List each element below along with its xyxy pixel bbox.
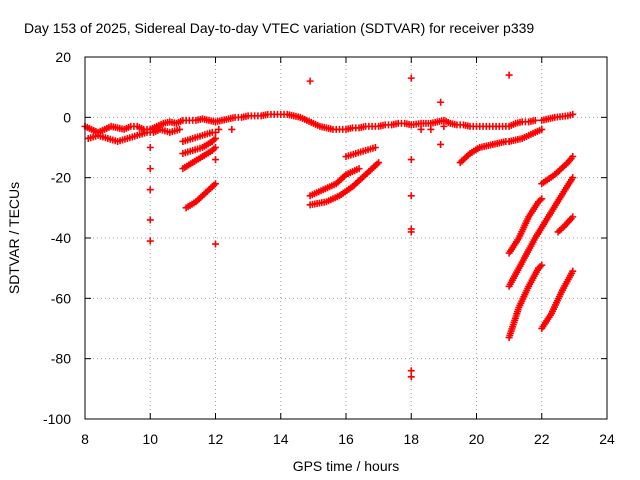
data-point — [505, 71, 513, 79]
data-point — [569, 213, 577, 221]
data-point — [215, 125, 223, 133]
data-point — [355, 165, 363, 173]
data-point — [212, 156, 219, 164]
data-point — [538, 261, 546, 269]
chart-title: Day 153 of 2025, Sidereal Day-to-day VTE… — [24, 20, 534, 36]
y-tick-label: -80 — [51, 351, 71, 367]
data-point — [417, 125, 425, 133]
data-point — [146, 186, 154, 194]
x-tick-label: 14 — [273, 431, 289, 447]
data-point — [375, 159, 383, 167]
data-point — [437, 140, 445, 148]
data-point — [407, 228, 415, 236]
x-tick-label: 12 — [208, 431, 224, 447]
data-point — [440, 122, 448, 130]
data-point — [212, 180, 219, 188]
data-point — [407, 367, 415, 375]
x-tick-label: 18 — [403, 431, 419, 447]
data-point — [146, 237, 154, 245]
data-markers — [81, 71, 577, 381]
x-tick-label: 16 — [338, 431, 354, 447]
y-tick-label: -60 — [51, 290, 71, 306]
y-tick-label: -40 — [51, 230, 71, 246]
data-point — [146, 165, 154, 173]
data-point — [212, 144, 219, 151]
data-point — [212, 134, 219, 142]
x-axis-label: GPS time / hours — [293, 458, 400, 474]
data-point — [371, 144, 379, 151]
data-point — [538, 125, 546, 133]
data-point — [407, 74, 415, 82]
y-tick-label: -100 — [43, 411, 71, 427]
data-point — [427, 125, 435, 133]
data-point — [569, 110, 577, 118]
y-tick-label: 0 — [63, 109, 71, 125]
data-point — [531, 116, 539, 124]
x-tick-label: 22 — [534, 431, 550, 447]
x-tick-label: 8 — [81, 431, 89, 447]
x-tick-label: 24 — [599, 431, 615, 447]
data-point — [569, 174, 577, 182]
y-axis-label: SDTVAR / TECUs — [6, 182, 22, 294]
data-point — [407, 192, 415, 200]
data-point — [437, 98, 445, 106]
grid — [85, 57, 607, 419]
axis-ticks: 8 10 12 14 16 18 20 22 24 -100 -80 -60 -40 -20 0 20 — [43, 49, 615, 447]
y-tick-label: -20 — [51, 170, 71, 186]
data-point — [407, 373, 415, 381]
y-tick-label: 20 — [55, 49, 71, 65]
data-point — [212, 240, 219, 248]
x-tick-label: 20 — [469, 431, 485, 447]
data-point — [538, 195, 546, 203]
data-point — [146, 144, 154, 151]
data-point — [146, 216, 154, 224]
data-point — [228, 125, 236, 133]
x-tick-label: 10 — [142, 431, 158, 447]
data-point — [569, 153, 577, 161]
data-point — [569, 267, 577, 275]
data-point — [407, 156, 415, 164]
data-point — [176, 125, 184, 133]
data-point — [306, 77, 314, 85]
